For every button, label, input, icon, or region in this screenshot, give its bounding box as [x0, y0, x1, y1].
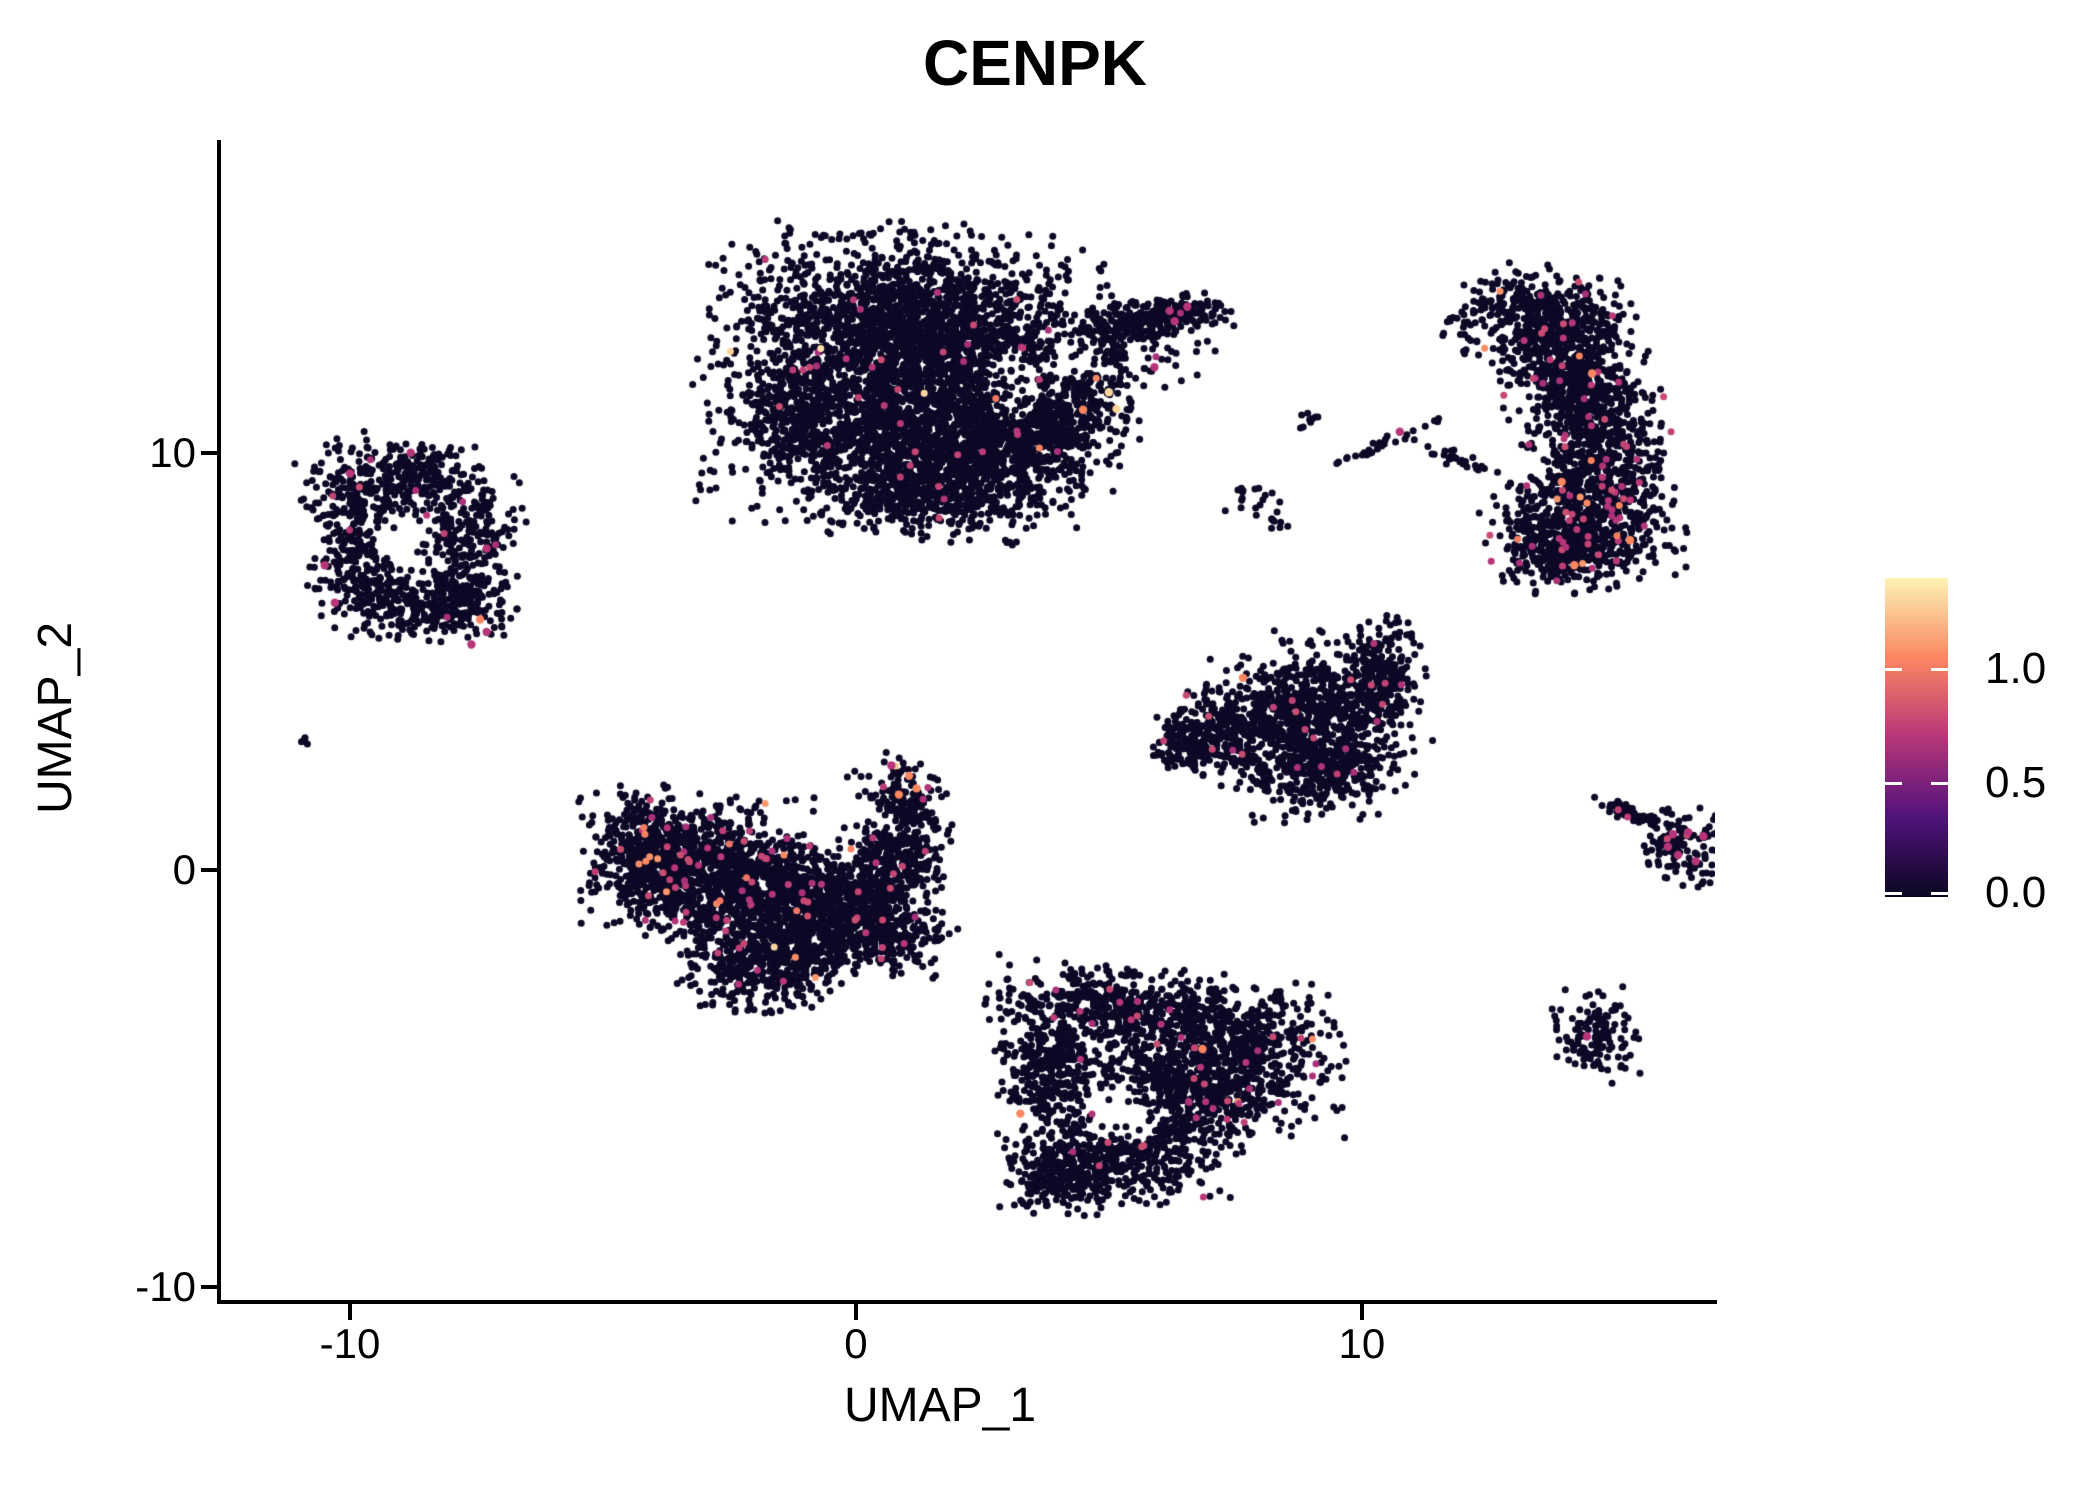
x-tick-mark	[348, 1304, 352, 1320]
y-tick-mark	[201, 450, 217, 455]
y-tick-label: 0	[172, 845, 196, 893]
y-tick-mark	[201, 1284, 217, 1289]
y-tick-mark	[201, 867, 217, 872]
x-tick-mark	[1359, 1304, 1364, 1320]
y-axis-line	[217, 140, 221, 1304]
colorbar-gradient	[1885, 578, 1948, 897]
x-tick-label: 0	[844, 1320, 868, 1367]
y-axis-title: UMAP_2	[29, 621, 82, 815]
x-tick-label: 10	[1338, 1320, 1386, 1367]
plot-title: CENPK	[922, 27, 1148, 99]
colorbar-tick-label: 1.0	[1985, 644, 2047, 694]
colorbar-tick-mark	[1885, 667, 1902, 671]
y-tick-label: 10	[149, 428, 196, 476]
x-tick-label: -10	[319, 1320, 381, 1367]
colorbar-tick-mark	[1885, 781, 1902, 785]
colorbar-tick-mark	[1931, 667, 1948, 671]
x-axis-title: UMAP_1	[843, 1379, 1037, 1432]
x-tick-mark	[853, 1304, 858, 1320]
colorbar-tick-label: 0.0	[1985, 868, 2047, 917]
colorbar-tick-mark	[1931, 891, 1948, 895]
colorbar-tick-mark	[1931, 781, 1948, 785]
x-axis-line	[217, 1300, 1717, 1304]
y-tick-label: -10	[135, 1262, 196, 1310]
umap-scatter-canvas	[221, 142, 1715, 1300]
colorbar-tick-label: 0.5	[1985, 758, 2047, 808]
colorbar-tick-mark	[1885, 891, 1902, 895]
